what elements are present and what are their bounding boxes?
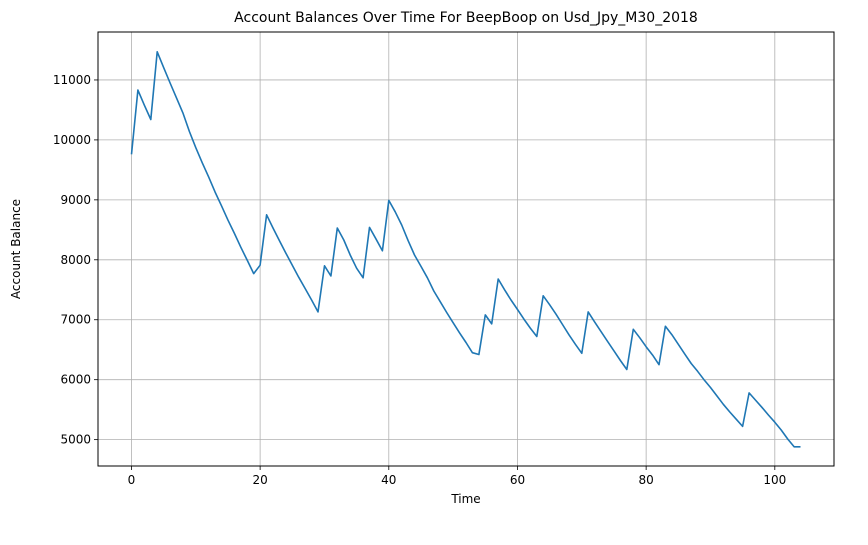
- x-tick-label: 0: [128, 473, 136, 487]
- y-axis-title: Account Balance: [9, 199, 23, 299]
- y-tick-label: 5000: [60, 433, 91, 447]
- y-tick-label: 6000: [60, 373, 91, 387]
- y-tick-label: 7000: [60, 313, 91, 327]
- y-tick-label: 11000: [53, 73, 91, 87]
- series-group: [130, 50, 801, 448]
- y-tick-label: 8000: [60, 253, 91, 267]
- x-axis-title: Time: [450, 492, 480, 506]
- x-tick-label: 100: [763, 473, 786, 487]
- x-axis-ticks: 0 20 40 60 80 100: [128, 466, 786, 487]
- x-tick-label: 40: [381, 473, 396, 487]
- chart-title: Account Balances Over Time For BeepBoop …: [234, 10, 698, 26]
- balance-line: [130, 50, 801, 448]
- y-tick-label: 10000: [53, 133, 91, 147]
- x-tick-label: 80: [638, 473, 653, 487]
- grid-lines: [98, 32, 834, 466]
- y-axis-ticks: 5000 6000 7000 8000 9000 10000 11000: [53, 73, 98, 447]
- x-tick-label: 20: [252, 473, 267, 487]
- plot-area-frame: [97, 31, 835, 467]
- y-tick-label: 9000: [60, 193, 91, 207]
- x-tick-label: 60: [510, 473, 525, 487]
